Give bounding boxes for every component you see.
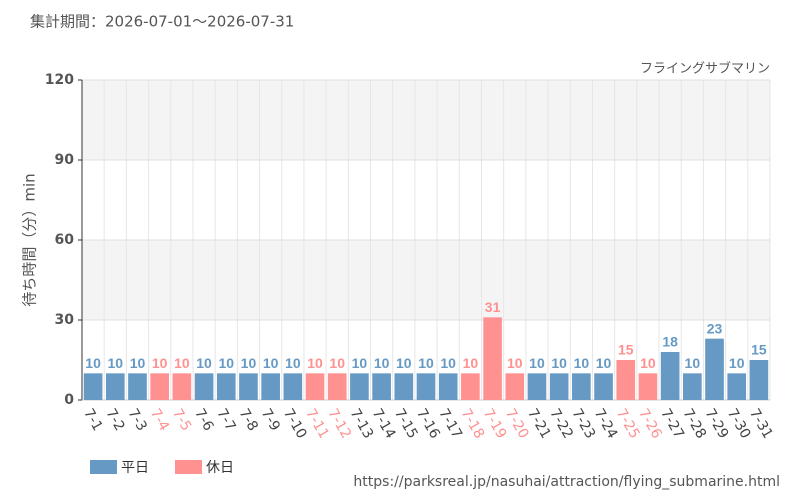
value-label: 10 [108, 355, 124, 371]
value-label: 10 [507, 355, 523, 371]
legend-label: 休日 [206, 460, 234, 476]
x-tick-label: 7-2 [102, 406, 127, 434]
y-tick-label: 90 [55, 152, 75, 168]
value-label: 10 [329, 355, 345, 371]
bar [327, 373, 347, 400]
chart-subtitle: 集計期間：2026-07-01～2026-07-31 [30, 13, 294, 31]
legend-swatch [90, 460, 117, 474]
value-label: 10 [529, 355, 545, 371]
x-tick-label: 7-8 [236, 406, 261, 434]
value-label: 10 [440, 355, 456, 371]
value-label: 10 [218, 355, 234, 371]
bar [216, 373, 236, 400]
bar [194, 373, 214, 400]
value-label: 10 [574, 355, 590, 371]
bar [128, 373, 147, 400]
source-url: https://parksreal.jp/nasuhai/attraction/… [353, 474, 780, 490]
legend-label: 平日 [121, 460, 149, 476]
bar [749, 360, 769, 400]
value-label: 10 [729, 355, 745, 371]
value-label: 10 [396, 355, 412, 371]
grid-band [82, 240, 770, 320]
bar [483, 317, 502, 400]
value-label: 15 [618, 342, 634, 358]
bar [505, 373, 525, 400]
value-label: 15 [751, 342, 767, 358]
bar [638, 373, 658, 400]
value-label: 10 [307, 355, 323, 371]
value-label: 10 [551, 355, 567, 371]
x-tick-label: 7-6 [191, 406, 216, 434]
value-label: 10 [596, 355, 612, 371]
value-label: 10 [152, 355, 168, 371]
bar [239, 373, 258, 400]
value-label: 10 [374, 355, 390, 371]
y-tick-label: 60 [55, 232, 75, 248]
x-tick-label: 7-9 [258, 406, 283, 434]
value-label: 10 [263, 355, 279, 371]
legend-swatch [175, 460, 202, 474]
value-label: 10 [196, 355, 212, 371]
y-tick-label: 0 [64, 392, 74, 408]
bar [83, 373, 103, 400]
x-tick-label: 7-31 [746, 406, 776, 442]
x-tick-label: 7-7 [213, 406, 238, 434]
bar [372, 373, 391, 400]
value-label: 10 [285, 355, 301, 371]
bar [683, 373, 702, 400]
value-label: 10 [352, 355, 368, 371]
bar [150, 373, 169, 400]
bar [105, 373, 125, 400]
bar [660, 352, 680, 400]
bar [172, 373, 192, 400]
chart-title: フライングサブマリン [640, 61, 770, 77]
bar [350, 373, 369, 400]
value-label: 10 [174, 355, 190, 371]
value-label: 10 [418, 355, 434, 371]
bar [527, 373, 547, 400]
value-label: 10 [463, 355, 479, 371]
value-label: 10 [685, 355, 701, 371]
bar [549, 373, 569, 400]
value-label: 10 [640, 355, 656, 371]
bar [461, 373, 480, 400]
grid-band [82, 80, 770, 160]
bar [727, 373, 747, 400]
x-tick-label: 7-5 [169, 406, 194, 434]
value-label: 10 [241, 355, 257, 371]
value-label: 31 [485, 299, 501, 315]
bar [394, 373, 414, 400]
y-axis-label: 待ち時間（分）min [21, 173, 39, 306]
value-label: 10 [85, 355, 101, 371]
bar [572, 373, 591, 400]
x-tick-label: 7-3 [125, 406, 150, 434]
bar [261, 373, 280, 400]
bar [305, 373, 325, 400]
value-label: 23 [707, 320, 723, 336]
bar [705, 338, 724, 400]
bar [438, 373, 458, 400]
bar [594, 373, 613, 400]
value-label: 18 [662, 334, 678, 350]
y-tick-label: 120 [45, 72, 74, 88]
x-tick-label: 7-1 [80, 406, 105, 434]
value-label: 10 [130, 355, 146, 371]
x-tick-label: 7-4 [147, 406, 172, 434]
bar [283, 373, 303, 400]
bar [616, 360, 636, 400]
y-tick-label: 30 [55, 312, 75, 328]
bar [416, 373, 436, 400]
